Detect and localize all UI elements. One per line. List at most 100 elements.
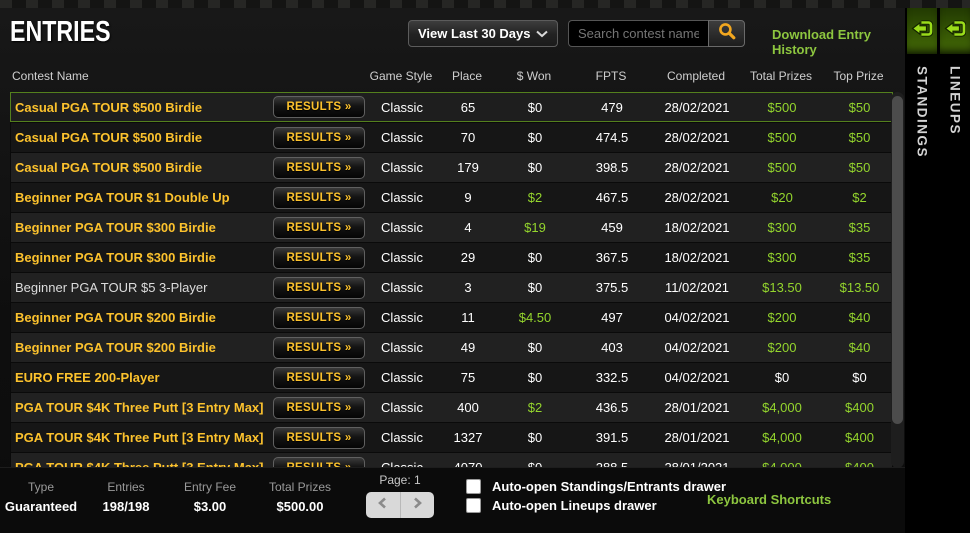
contest-name: Beginner PGA TOUR $1 Double Up bbox=[15, 190, 230, 205]
table-body: Casual PGA TOUR $500 Birdie RESULTS » Clas… bbox=[10, 92, 893, 468]
chevron-right-icon bbox=[410, 496, 424, 515]
stat-entry-fee: Entry Fee $3.00 bbox=[168, 480, 252, 514]
results-button[interactable]: RESULTS » bbox=[273, 336, 365, 359]
search-button[interactable] bbox=[708, 20, 745, 47]
results-button[interactable]: RESULTS » bbox=[273, 456, 365, 468]
results-button[interactable]: RESULTS » bbox=[273, 396, 365, 419]
results-button[interactable]: RESULTS » bbox=[273, 96, 365, 118]
results-button[interactable]: RESULTS » bbox=[273, 366, 365, 389]
standings-tab-header bbox=[907, 8, 937, 54]
results-button[interactable]: RESULTS » bbox=[273, 426, 365, 449]
standings-tab-label: STANDINGS bbox=[914, 66, 930, 159]
place: 75 bbox=[460, 370, 476, 385]
completed-date: 18/02/2021 bbox=[664, 220, 730, 235]
fpts: 474.5 bbox=[595, 130, 629, 145]
results-button[interactable]: RESULTS » bbox=[273, 156, 365, 179]
won-amount: $19 bbox=[524, 220, 546, 235]
table-row[interactable]: Beginner PGA TOUR $5 3-Player RESULTS » Cl… bbox=[10, 272, 893, 302]
table-row[interactable]: Casual PGA TOUR $500 Birdie RESULTS » Clas… bbox=[10, 92, 893, 122]
keyboard-shortcuts-link[interactable]: Keyboard Shortcuts bbox=[707, 492, 832, 507]
auto-open-lineups-option[interactable]: Auto-open Lineups drawer bbox=[466, 498, 726, 513]
results-button[interactable]: RESULTS » bbox=[273, 306, 365, 329]
results-button[interactable]: RESULTS » bbox=[273, 246, 365, 269]
top-prize: $400 bbox=[845, 460, 874, 468]
auto-open-standings-option[interactable]: Auto-open Standings/Entrants drawer bbox=[466, 479, 726, 494]
results-button[interactable]: RESULTS » bbox=[273, 126, 365, 149]
table-row[interactable]: Beginner PGA TOUR $1 Double Up RESULTS » C… bbox=[10, 182, 893, 212]
game-style: Classic bbox=[381, 130, 423, 145]
completed-date: 28/02/2021 bbox=[664, 190, 730, 205]
fpts: 459 bbox=[601, 220, 623, 235]
results-button[interactable]: RESULTS » bbox=[273, 216, 365, 239]
total-prizes: $200 bbox=[767, 340, 797, 355]
results-button[interactable]: RESULTS » bbox=[273, 186, 365, 209]
fpts: 436.5 bbox=[595, 400, 629, 415]
table-row[interactable]: PGA TOUR $4K Three Putt [3 Entry Max] RES… bbox=[10, 452, 893, 468]
drawer-arrow-icon bbox=[911, 19, 934, 43]
table-row[interactable]: Beginner PGA TOUR $300 Birdie RESULTS » Cl… bbox=[10, 242, 893, 272]
footer-bar: Type Guaranteed Entries 198/198 Entry Fe… bbox=[0, 467, 905, 533]
tab-lineups[interactable]: LINEUPS bbox=[940, 8, 970, 533]
date-range-select[interactable]: View Last 30 Days bbox=[408, 20, 558, 47]
stat-value: $500.00 bbox=[276, 499, 324, 514]
table-row[interactable]: Beginner PGA TOUR $200 Birdie RESULTS » Cl… bbox=[10, 302, 893, 332]
date-range-value: View Last 30 Days bbox=[418, 26, 531, 41]
total-prizes: $500 bbox=[767, 160, 797, 175]
download-entry-history-link[interactable]: Download Entry History bbox=[772, 27, 871, 57]
contest-name: Beginner PGA TOUR $5 3-Player bbox=[15, 280, 208, 295]
won-amount: $0 bbox=[527, 460, 543, 468]
game-style: Classic bbox=[381, 310, 423, 325]
stat-label: Entry Fee bbox=[183, 480, 237, 494]
top-prize: $40 bbox=[848, 340, 871, 355]
table-row[interactable]: EURO FREE 200-Player RESULTS » Classic 75 $0… bbox=[10, 362, 893, 392]
results-cell: RESULTS » bbox=[269, 336, 369, 359]
prev-page-button[interactable] bbox=[366, 492, 401, 518]
table-row[interactable]: Beginner PGA TOUR $300 Birdie RESULTS » Cl… bbox=[10, 212, 893, 242]
fpts: 332.5 bbox=[595, 370, 629, 385]
top-prize: $50 bbox=[848, 130, 871, 145]
completed-date: 04/02/2021 bbox=[664, 310, 730, 325]
checkbox[interactable] bbox=[466, 479, 481, 494]
top-prize: $13.50 bbox=[839, 280, 880, 295]
top-prize: $0 bbox=[852, 370, 867, 385]
game-style: Classic bbox=[381, 370, 423, 385]
tab-standings[interactable]: STANDINGS bbox=[907, 8, 937, 533]
table-row[interactable]: Casual PGA TOUR $500 Birdie RESULTS » Clas… bbox=[10, 122, 893, 152]
stat-entries: Entries 198/198 bbox=[86, 480, 166, 514]
table-row[interactable]: Casual PGA TOUR $500 Birdie RESULTS » Clas… bbox=[10, 152, 893, 182]
contest-name: PGA TOUR $4K Three Putt [3 Entry Max] bbox=[15, 400, 264, 415]
stat-value: $3.00 bbox=[193, 499, 227, 514]
won-amount: $0 bbox=[527, 250, 543, 265]
table-row[interactable]: Beginner PGA TOUR $200 Birdie RESULTS » Cl… bbox=[10, 332, 893, 362]
stat-label: Type bbox=[27, 480, 54, 494]
won-amount: $0 bbox=[527, 160, 543, 175]
lineups-tab-header bbox=[940, 8, 970, 54]
top-prize: $50 bbox=[848, 99, 871, 115]
game-style: Classic bbox=[381, 190, 423, 205]
col-fpts: FPTS bbox=[595, 69, 627, 83]
col-contest-name: Contest Name bbox=[12, 69, 89, 83]
scrollbar-thumb[interactable] bbox=[892, 96, 903, 424]
total-prizes: $300 bbox=[767, 250, 797, 265]
completed-date: 28/01/2021 bbox=[664, 430, 730, 445]
table-row[interactable]: PGA TOUR $4K Three Putt [3 Entry Max] RES… bbox=[10, 422, 893, 452]
won-amount: $0 bbox=[527, 99, 543, 115]
total-prizes: $200 bbox=[767, 310, 797, 325]
chevron-down-icon bbox=[536, 26, 548, 41]
completed-date: 28/02/2021 bbox=[664, 130, 730, 145]
results-button[interactable]: RESULTS » bbox=[273, 276, 365, 299]
fpts: 467.5 bbox=[595, 190, 629, 205]
contest-name: Beginner PGA TOUR $200 Birdie bbox=[15, 310, 216, 325]
top-texture-strip bbox=[0, 0, 970, 8]
completed-date: 28/02/2021 bbox=[664, 160, 730, 175]
table-row[interactable]: PGA TOUR $4K Three Putt [3 Entry Max] RES… bbox=[10, 392, 893, 422]
stat-label: Entries bbox=[107, 480, 145, 494]
place: 9 bbox=[464, 190, 472, 205]
won-amount: $4.50 bbox=[518, 310, 552, 325]
game-style: Classic bbox=[381, 280, 423, 295]
search-input[interactable] bbox=[568, 20, 708, 47]
total-prizes: $0 bbox=[774, 370, 790, 385]
next-page-button[interactable] bbox=[401, 492, 435, 518]
checkbox[interactable] bbox=[466, 498, 481, 513]
results-cell: RESULTS » bbox=[269, 396, 369, 419]
